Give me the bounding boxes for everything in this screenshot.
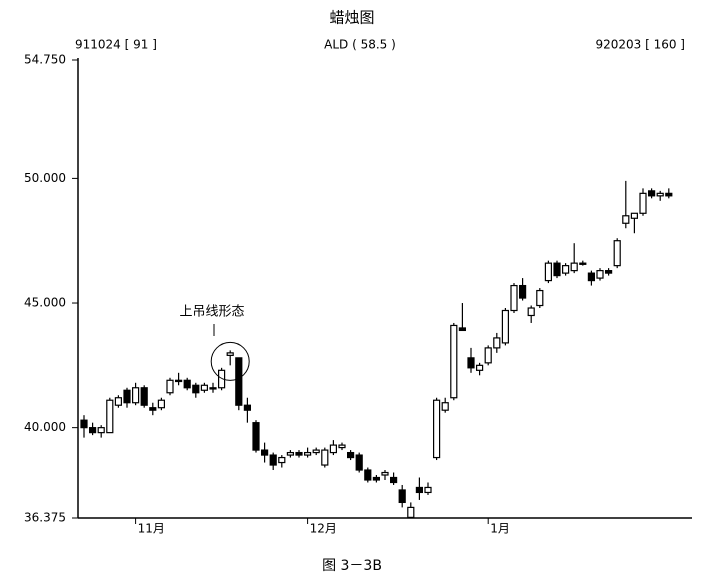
header-center: ALD ( 58.5 ) bbox=[324, 38, 396, 52]
candle-body bbox=[596, 270, 604, 279]
candle-body bbox=[261, 449, 269, 456]
candle-body bbox=[106, 399, 114, 434]
candle-body bbox=[278, 456, 286, 464]
candle-body bbox=[149, 407, 157, 411]
candle-body bbox=[407, 506, 415, 518]
caption: 图 3－3B bbox=[322, 558, 382, 574]
candle-body bbox=[450, 324, 458, 399]
candle-body bbox=[553, 262, 561, 277]
chart-title: 蜡烛图 bbox=[329, 9, 374, 27]
y-tick-label: 50.000 bbox=[24, 171, 66, 185]
candle-body bbox=[527, 307, 535, 317]
candle-body bbox=[510, 284, 518, 312]
x-tick-label: 11月 bbox=[138, 522, 165, 536]
candle-body bbox=[441, 402, 449, 411]
candle-body bbox=[123, 389, 131, 404]
candle-body bbox=[587, 272, 596, 282]
candle-body bbox=[364, 469, 372, 481]
candle-body bbox=[209, 387, 217, 390]
candle-body bbox=[218, 369, 226, 389]
y-tick-label: 45.000 bbox=[24, 296, 66, 310]
candle-body bbox=[132, 387, 140, 404]
candle-body bbox=[114, 397, 123, 406]
candle-body bbox=[613, 240, 621, 267]
candle-body bbox=[484, 347, 492, 364]
candle-body bbox=[312, 449, 320, 454]
header-left: 911024 [ 91 ] bbox=[75, 38, 157, 52]
candle-body bbox=[630, 212, 639, 219]
candle-body bbox=[355, 454, 363, 471]
candle-body bbox=[226, 352, 234, 356]
candle-body bbox=[622, 215, 630, 224]
y-tick-label: 54.750 bbox=[24, 53, 66, 67]
candle-body bbox=[321, 449, 329, 466]
candle-body bbox=[166, 379, 174, 394]
candle-body bbox=[175, 379, 183, 383]
candle-body bbox=[338, 444, 346, 449]
x-tick-label: 12月 bbox=[310, 522, 337, 536]
y-tick-label: 40.000 bbox=[24, 420, 66, 434]
candle-body bbox=[476, 364, 484, 371]
candle-body bbox=[304, 451, 312, 456]
candle-body bbox=[433, 399, 441, 459]
candle-body bbox=[415, 486, 423, 494]
candle-body bbox=[252, 422, 260, 451]
candle-body bbox=[347, 451, 355, 459]
annotation: 上吊线形态 bbox=[179, 305, 244, 320]
annotation-circle bbox=[210, 341, 250, 381]
candle-body bbox=[80, 419, 88, 429]
candle-body bbox=[544, 262, 553, 282]
candle-body bbox=[286, 451, 294, 456]
candle-body bbox=[639, 192, 647, 214]
candle-body bbox=[295, 451, 303, 456]
candle-body bbox=[183, 379, 191, 389]
candle-body bbox=[157, 399, 165, 409]
candle-body bbox=[390, 476, 398, 484]
x-tick-label: 1月 bbox=[490, 522, 510, 536]
candle-body bbox=[518, 284, 527, 299]
candle-body bbox=[97, 427, 105, 434]
header-right: 920203 [ 160 ] bbox=[595, 38, 685, 52]
candle-body bbox=[88, 427, 97, 434]
candle-body bbox=[329, 444, 337, 454]
candle-body bbox=[656, 192, 664, 197]
candle-body bbox=[579, 262, 587, 265]
candle-body bbox=[665, 192, 673, 197]
candle-body bbox=[381, 471, 389, 476]
candle-body bbox=[398, 489, 406, 504]
candle-body bbox=[604, 270, 613, 274]
candle-body bbox=[536, 289, 544, 307]
candle-body bbox=[269, 454, 277, 466]
candle-body bbox=[561, 265, 570, 274]
candle-body bbox=[467, 357, 475, 369]
candle-body bbox=[140, 387, 148, 406]
candle-body bbox=[493, 337, 501, 349]
candle-body bbox=[235, 357, 243, 406]
candle-body bbox=[647, 190, 656, 197]
candle-body bbox=[458, 327, 466, 332]
candle-body bbox=[570, 262, 578, 272]
y-tick-label: 36.375 bbox=[24, 511, 66, 525]
candle-body bbox=[424, 486, 432, 494]
candle-body bbox=[200, 384, 208, 391]
candle-body bbox=[372, 476, 380, 481]
candle-body bbox=[243, 404, 251, 411]
candle-body bbox=[501, 309, 509, 344]
candle-body bbox=[192, 384, 200, 394]
